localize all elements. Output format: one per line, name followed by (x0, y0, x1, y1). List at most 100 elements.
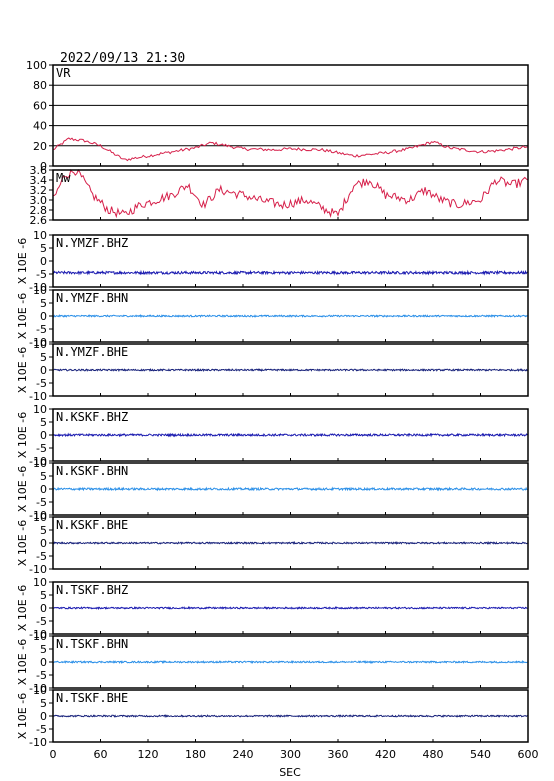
x-tick-label: 120 (138, 748, 159, 761)
series-line (52, 314, 528, 318)
y-axis-label: X 10E -6 (16, 347, 29, 393)
y-tick-label: 3.2 (30, 184, 48, 197)
y-tick-label: 0 (40, 602, 47, 615)
y-tick-label: 20 (33, 140, 47, 153)
y-tick-label: 0 (40, 364, 47, 377)
x-tick-label: 0 (50, 748, 57, 761)
panel-vr: 0 20 40 60 80 100 VR (26, 59, 529, 173)
panel-frame (52, 169, 529, 221)
y-tick-label: -5 (36, 723, 47, 736)
y-tick-label: 10 (33, 229, 47, 242)
y-tick-label: 0 (40, 656, 47, 669)
panel-frame (52, 343, 529, 397)
x-tick-label: 540 (470, 748, 491, 761)
series-line (52, 168, 529, 219)
panels: 020406080100VR2.62.83.03.23.43.6Mw-10-50… (16, 59, 529, 749)
panel-label: Mw (56, 171, 71, 185)
y-tick-label: 100 (26, 59, 47, 72)
y-tick-label: 5 (40, 697, 47, 710)
y-axis-label: X 10E -6 (16, 520, 29, 566)
y-tick-label: 5 (40, 242, 47, 255)
y-tick-label: 0 (40, 537, 47, 550)
x-tick-label: 240 (233, 748, 254, 761)
y-tick-label: 60 (33, 99, 47, 112)
panel-label: N.TSKF.BHZ (56, 583, 128, 597)
series-line (52, 269, 528, 276)
panel-label: N.TSKF.BHN (56, 637, 128, 651)
y-tick-label: 5 (40, 524, 47, 537)
y-axis-label: X 10E -6 (16, 639, 29, 685)
x-tick-label: 420 (375, 748, 396, 761)
y-tick-label: 40 (33, 120, 47, 133)
y-tick-label: -5 (36, 496, 47, 509)
y-tick-label: -10 (29, 563, 47, 576)
y-tick-label: -5 (36, 550, 47, 563)
x-tick-label: 600 (518, 748, 539, 761)
panel-frame (52, 408, 529, 462)
x-tick-label: 300 (280, 748, 301, 761)
y-tick-label: -10 (29, 455, 47, 468)
panel-frame (52, 234, 529, 288)
y-tick-label: 0 (40, 710, 47, 723)
y-tick-label: 10 (33, 684, 47, 697)
x-axis-label: SEC (279, 766, 301, 779)
y-tick-label: -10 (29, 281, 47, 294)
panel-frame (52, 635, 529, 689)
panel-frame (52, 581, 529, 635)
y-axis-label: X 10E -6 (16, 412, 29, 458)
y-tick-label: -10 (29, 628, 47, 641)
y-tick-label: -5 (36, 323, 47, 336)
y-tick-label: 10 (33, 338, 47, 351)
y-tick-label: 3.0 (30, 194, 48, 207)
panel-label: N.YMZF.BHZ (56, 236, 128, 250)
x-axis: 0 60 120 180 240 300 360 420 480 540 600 (50, 748, 539, 761)
y-tick-label: 5 (40, 470, 47, 483)
y-tick-label: 5 (40, 351, 47, 364)
y-axis-label: X 10E -6 (16, 693, 29, 739)
y-tick-label: 2.8 (30, 204, 48, 217)
series-line (52, 486, 528, 492)
y-tick-label: 10 (33, 576, 47, 589)
y-axis-label: X 10E -6 (16, 293, 29, 339)
y-tick-label: 10 (33, 511, 47, 524)
panel-frame (52, 289, 529, 343)
header-datetime: 2022/09/13 21:30 (60, 51, 185, 66)
panel-label: N.KSKF.BHE (56, 518, 128, 532)
y-tick-label: -10 (29, 682, 47, 695)
series-line (52, 714, 528, 718)
panel-label: N.YMZF.BHE (56, 345, 128, 359)
y-tick-label: 5 (40, 589, 47, 602)
y-tick-label: 10 (33, 403, 47, 416)
panel-label: N.YMZF.BHN (56, 291, 128, 305)
y-tick-label: -5 (36, 615, 47, 628)
y-tick-label: -10 (29, 390, 47, 403)
y-tick-label: 3.4 (30, 174, 48, 187)
series-line (52, 432, 528, 438)
series-line (53, 606, 528, 611)
series-line (52, 137, 529, 162)
y-tick-label: -5 (36, 442, 47, 455)
y-tick-label: -5 (36, 377, 47, 390)
panel-label: N.TSKF.BHE (56, 691, 128, 705)
panel-mw: 2.62.83.03.23.43.6 Mw (30, 164, 529, 227)
y-tick-label: 0 (40, 160, 47, 173)
y-axis-label: X 10E -6 (16, 238, 29, 284)
panel-label: N.KSKF.BHZ (56, 410, 128, 424)
panel-label: VR (56, 66, 71, 80)
series-line (52, 659, 528, 664)
y-tick-label: 0 (40, 310, 47, 323)
y-axis-label: X 10E -6 (16, 466, 29, 512)
y-axis-label: X 10E -6 (16, 585, 29, 631)
y-tick-label: 10 (33, 284, 47, 297)
y-tick-label: 0 (40, 255, 47, 268)
y-tick-label: 2.6 (30, 214, 48, 227)
y-tick-label: 0 (40, 429, 47, 442)
y-tick-label: 80 (33, 79, 47, 92)
y-tick-label: 5 (40, 643, 47, 656)
y-tick-label: 5 (40, 297, 47, 310)
